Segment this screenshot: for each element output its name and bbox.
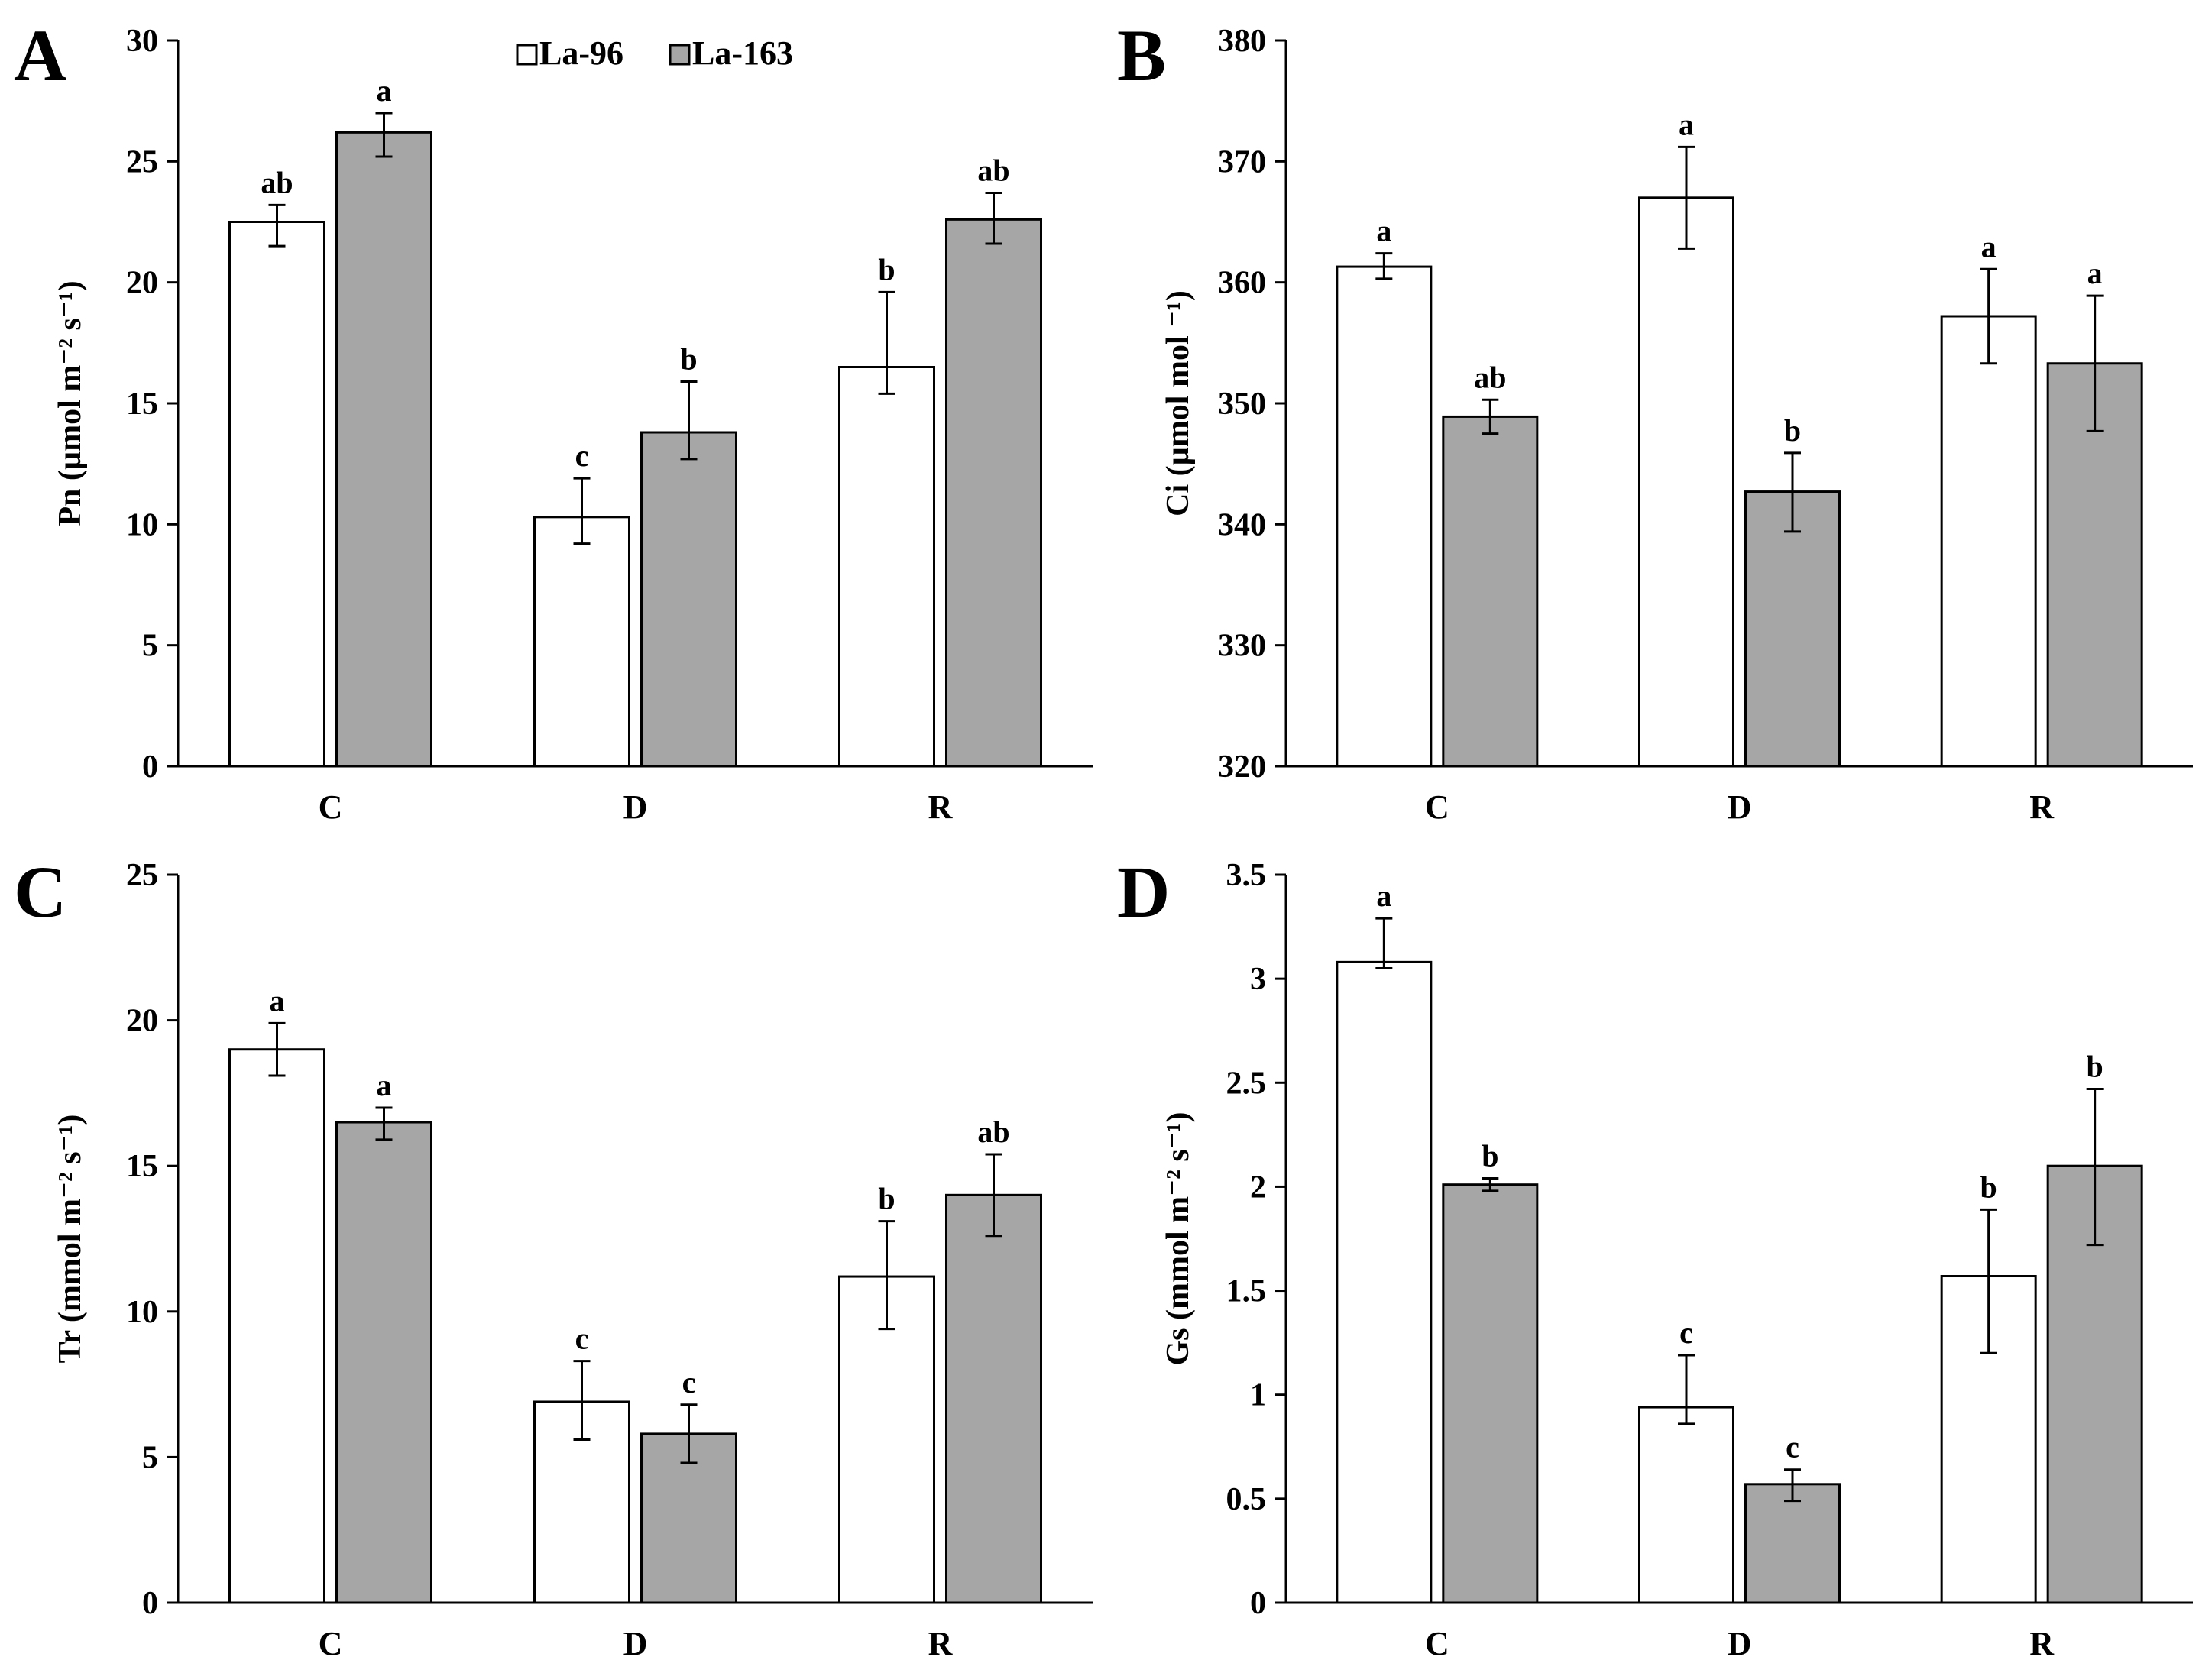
panel-c-bar-la-163-c xyxy=(335,1121,432,1604)
panel-b-category-label: C xyxy=(1425,788,1449,826)
legend-swatch-la96 xyxy=(516,44,538,66)
panel-a-letter: A xyxy=(14,15,66,96)
panel-a-y-tick-label: 0 xyxy=(142,749,158,785)
panel-c-category-label: C xyxy=(319,1625,343,1662)
panel-b-bar-la-96-c xyxy=(1336,265,1433,768)
panel-a-y-tick-label: 30 xyxy=(126,24,158,59)
panel-c-y-axis-label: Tr (mmol m⁻² s⁻¹) xyxy=(53,1115,88,1364)
panel-d-y-tick-label: 1.5 xyxy=(1226,1274,1267,1309)
panel-c-y-tick-label: 15 xyxy=(126,1149,158,1184)
panel-d-y-tick-label: 2.5 xyxy=(1226,1066,1267,1101)
panel-a-category-label: C xyxy=(319,788,343,826)
panel-a-significance-label: a xyxy=(377,73,392,108)
panel-c-y-tick-label: 25 xyxy=(126,858,158,893)
legend-label-la96: La-96 xyxy=(539,34,623,72)
panel-a-bar-la-163-r xyxy=(945,218,1042,768)
panel-a-category-label: D xyxy=(623,788,648,826)
panel-d-y-tick-label: 1 xyxy=(1250,1378,1266,1413)
panel-d-y-tick-label: 0 xyxy=(1250,1586,1266,1621)
panel-c-letter: C xyxy=(14,851,66,933)
panel-d-significance-label: c xyxy=(1786,1430,1799,1464)
panel-d-bar-la-96-d xyxy=(1638,1406,1734,1604)
panel-b-letter: B xyxy=(1117,15,1166,96)
panel-b-bar-la-96-r xyxy=(1940,315,2037,768)
panel-c-bar-la-96-c xyxy=(228,1048,325,1604)
panel-c-y-tick-label: 10 xyxy=(126,1295,158,1330)
panel-a-y-tick-label: 10 xyxy=(126,507,158,542)
panel-b-y-tick-label: 330 xyxy=(1218,629,1266,664)
legend-label-la163: La-163 xyxy=(692,34,793,72)
panel-a-bar-la-163-d xyxy=(640,431,737,768)
panel-b-significance-label: ab xyxy=(1474,360,1506,394)
panel-d-category-label: C xyxy=(1425,1625,1449,1662)
panel-a-y-tick-label: 5 xyxy=(142,629,158,664)
panel-a-y-tick-label: 20 xyxy=(126,266,158,301)
panel-c-significance-label: b xyxy=(878,1182,895,1216)
panel-b-y-tick-label: 360 xyxy=(1218,266,1266,301)
panel-d-bar-la-96-c xyxy=(1336,960,1433,1604)
panel-c-bar-la-163-r xyxy=(945,1193,1042,1604)
panel-c-significance-label: c xyxy=(682,1365,696,1400)
panel-a-significance-label: b xyxy=(878,252,895,286)
panel-c-y-tick-label: 0 xyxy=(142,1586,158,1621)
panel-c-y-tick-label: 5 xyxy=(142,1440,158,1475)
panel-a-significance-label: c xyxy=(575,438,589,473)
panel-b-bar-la-96-d xyxy=(1638,196,1734,768)
panel-b-y-axis-label: Ci (µmol mol ⁻¹) xyxy=(1161,290,1196,516)
panel-a-bar-la-96-c xyxy=(228,221,325,768)
panel-d-y-tick-label: 0.5 xyxy=(1226,1482,1267,1517)
panel-b-y-tick-label: 320 xyxy=(1218,749,1266,785)
panel-b-bar-la-163-c xyxy=(1442,415,1539,768)
panel-d-significance-label: b xyxy=(2087,1049,2104,1083)
panel-d-letter: D xyxy=(1117,851,1170,933)
panel-b-significance-label: a xyxy=(1376,214,1391,248)
panel-b-y-tick-label: 370 xyxy=(1218,144,1266,180)
panel-d-y-tick-label: 2 xyxy=(1250,1170,1266,1205)
panel-b-y-tick-label: 350 xyxy=(1218,387,1266,422)
panel-a-y-tick-label: 25 xyxy=(126,144,158,180)
panel-a-bar-la-96-r xyxy=(838,366,935,768)
panel-a-category-label: R xyxy=(928,788,954,826)
panel-b-significance-label: a xyxy=(1679,107,1694,141)
panel-a-y-axis-label: Pn (µmol m⁻² s⁻¹) xyxy=(53,280,88,526)
panel-c-category-label: R xyxy=(928,1625,954,1662)
panel-c-significance-label: a xyxy=(377,1068,392,1102)
legend-swatch-la163 xyxy=(669,44,691,66)
panel-b-category-label: D xyxy=(1728,788,1752,826)
panel-d-significance-label: b xyxy=(1482,1139,1498,1173)
panel-d-y-tick-label: 3.5 xyxy=(1226,858,1267,893)
panel-c-significance-label: ab xyxy=(977,1115,1009,1149)
panel-a-significance-label: ab xyxy=(977,154,1009,188)
panel-a-bar-la-163-c xyxy=(335,131,432,768)
panel-b-category-label: R xyxy=(2029,788,2055,826)
panel-a-y-tick-label: 15 xyxy=(126,387,158,422)
panel-c-category-label: D xyxy=(623,1625,648,1662)
panel-d-category-label: D xyxy=(1728,1625,1752,1662)
panel-d-bar-la-163-c xyxy=(1442,1183,1539,1604)
panel-b-significance-label: b xyxy=(1784,413,1801,448)
panel-a-significance-label: ab xyxy=(261,165,293,199)
panel-c-significance-label: a xyxy=(270,983,285,1018)
panel-d-significance-label: c xyxy=(1679,1315,1693,1350)
panel-d-significance-label: a xyxy=(1376,879,1391,913)
panel-b-bar-la-163-d xyxy=(1744,490,1841,768)
panel-c-bar-la-96-r xyxy=(838,1275,935,1604)
panel-b-y-tick-label: 340 xyxy=(1218,507,1266,542)
panel-d-category-label: R xyxy=(2029,1625,2055,1662)
panel-d-significance-label: b xyxy=(1980,1170,1997,1204)
panel-b-significance-label: a xyxy=(2087,256,2103,290)
panel-a-significance-label: b xyxy=(680,342,697,377)
panel-d-y-axis-label: Gs (mmol m⁻² s⁻¹) xyxy=(1161,1112,1196,1366)
panel-b-significance-label: a xyxy=(1981,229,1997,264)
panel-b-y-tick-label: 380 xyxy=(1218,24,1266,59)
panel-d-bar-la-163-d xyxy=(1744,1483,1841,1604)
panel-d-y-tick-label: 3 xyxy=(1250,962,1266,997)
panel-c-significance-label: c xyxy=(575,1322,589,1356)
panel-a-bar-la-96-d xyxy=(533,516,630,768)
panel-c-y-tick-label: 20 xyxy=(126,1004,158,1039)
